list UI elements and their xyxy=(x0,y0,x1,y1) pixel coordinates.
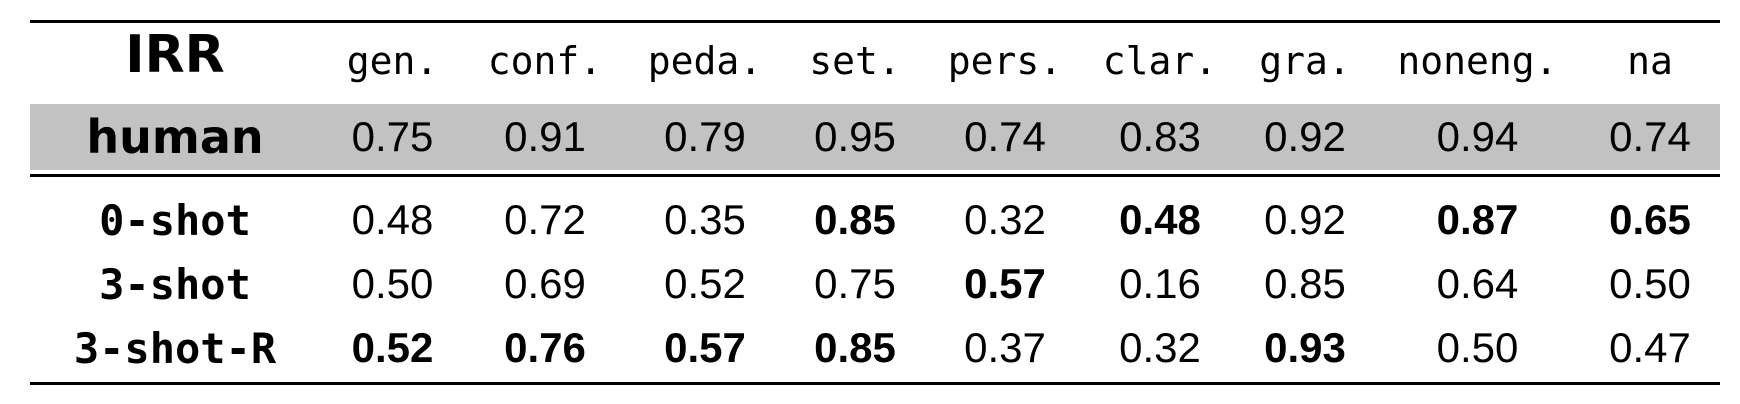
table-cell: 0.57 xyxy=(664,324,746,371)
table-cell: 0.74 xyxy=(1580,104,1720,170)
column-header: pers. xyxy=(947,39,1063,83)
table-cell: 0.52 xyxy=(664,260,746,307)
human-row: human 0.75 0.91 0.79 0.95 0.74 0.83 0.92… xyxy=(30,104,1720,170)
irr-table: IRR gen. conf. peda. set. pers. clar. gr… xyxy=(30,20,1720,380)
table-cell: 0.47 xyxy=(1609,324,1691,371)
table-cell: 0.69 xyxy=(504,260,586,307)
column-header: clar. xyxy=(1102,39,1218,83)
table-cell: 0.92 xyxy=(1264,196,1346,243)
table-cell: 0.32 xyxy=(1119,324,1201,371)
table-cell: 0.91 xyxy=(465,104,625,170)
row-label: 3-shot xyxy=(99,259,251,309)
table-cell: 0.57 xyxy=(964,260,1046,307)
table-cell: 0.64 xyxy=(1436,260,1519,307)
column-header: gen. xyxy=(346,39,439,83)
table-row: 3-shot 0.50 0.69 0.52 0.75 0.57 0.16 0.8… xyxy=(30,252,1720,316)
table-cell: 0.76 xyxy=(504,324,586,371)
table-cell: 0.65 xyxy=(1609,196,1691,243)
header-row: IRR gen. conf. peda. set. pers. clar. gr… xyxy=(30,20,1720,90)
row-label: 3-shot-R xyxy=(73,323,277,373)
column-header: noneng. xyxy=(1397,39,1558,83)
corner-label: IRR xyxy=(125,25,225,85)
column-header: conf. xyxy=(487,39,603,83)
table-cell: 0.50 xyxy=(1436,324,1519,371)
top-rule xyxy=(30,20,1720,23)
table-cell: 0.32 xyxy=(964,196,1046,243)
table-cell: 0.16 xyxy=(1119,260,1201,307)
table-cell: 0.87 xyxy=(1436,196,1519,243)
row-label: human xyxy=(30,104,320,170)
column-header: peda. xyxy=(647,39,763,83)
table-cell: 0.95 xyxy=(785,104,925,170)
table-cell: 0.74 xyxy=(925,104,1085,170)
middle-rule xyxy=(30,174,1720,177)
row-label: 0-shot xyxy=(99,195,251,245)
table-cell: 0.94 xyxy=(1375,104,1580,170)
table-cell: 0.35 xyxy=(664,196,746,243)
table-row: 0-shot 0.48 0.72 0.35 0.85 0.32 0.48 0.9… xyxy=(30,188,1720,252)
table-cell: 0.83 xyxy=(1085,104,1235,170)
table-cell: 0.93 xyxy=(1264,324,1346,371)
table-cell: 0.85 xyxy=(1264,260,1346,307)
table-cell: 0.92 xyxy=(1235,104,1375,170)
table-cell: 0.52 xyxy=(351,324,434,371)
table-cell: 0.50 xyxy=(1609,260,1691,307)
column-header: set. xyxy=(809,39,901,83)
table-cell: 0.50 xyxy=(351,260,434,307)
table-cell: 0.75 xyxy=(814,260,896,307)
table-cell: 0.72 xyxy=(504,196,586,243)
table-cell: 0.48 xyxy=(351,196,434,243)
table-cell: 0.37 xyxy=(964,324,1046,371)
table-cell: 0.85 xyxy=(814,196,896,243)
table-cell: 0.79 xyxy=(625,104,785,170)
column-header: gra. xyxy=(1259,39,1351,83)
table-cell: 0.48 xyxy=(1119,196,1201,243)
table-cell: 0.85 xyxy=(814,324,896,371)
column-header: na xyxy=(1627,39,1673,83)
table-cell: 0.75 xyxy=(320,104,465,170)
bottom-rule xyxy=(30,382,1720,385)
table-row: 3-shot-R 0.52 0.76 0.57 0.85 0.37 0.32 0… xyxy=(30,316,1720,380)
